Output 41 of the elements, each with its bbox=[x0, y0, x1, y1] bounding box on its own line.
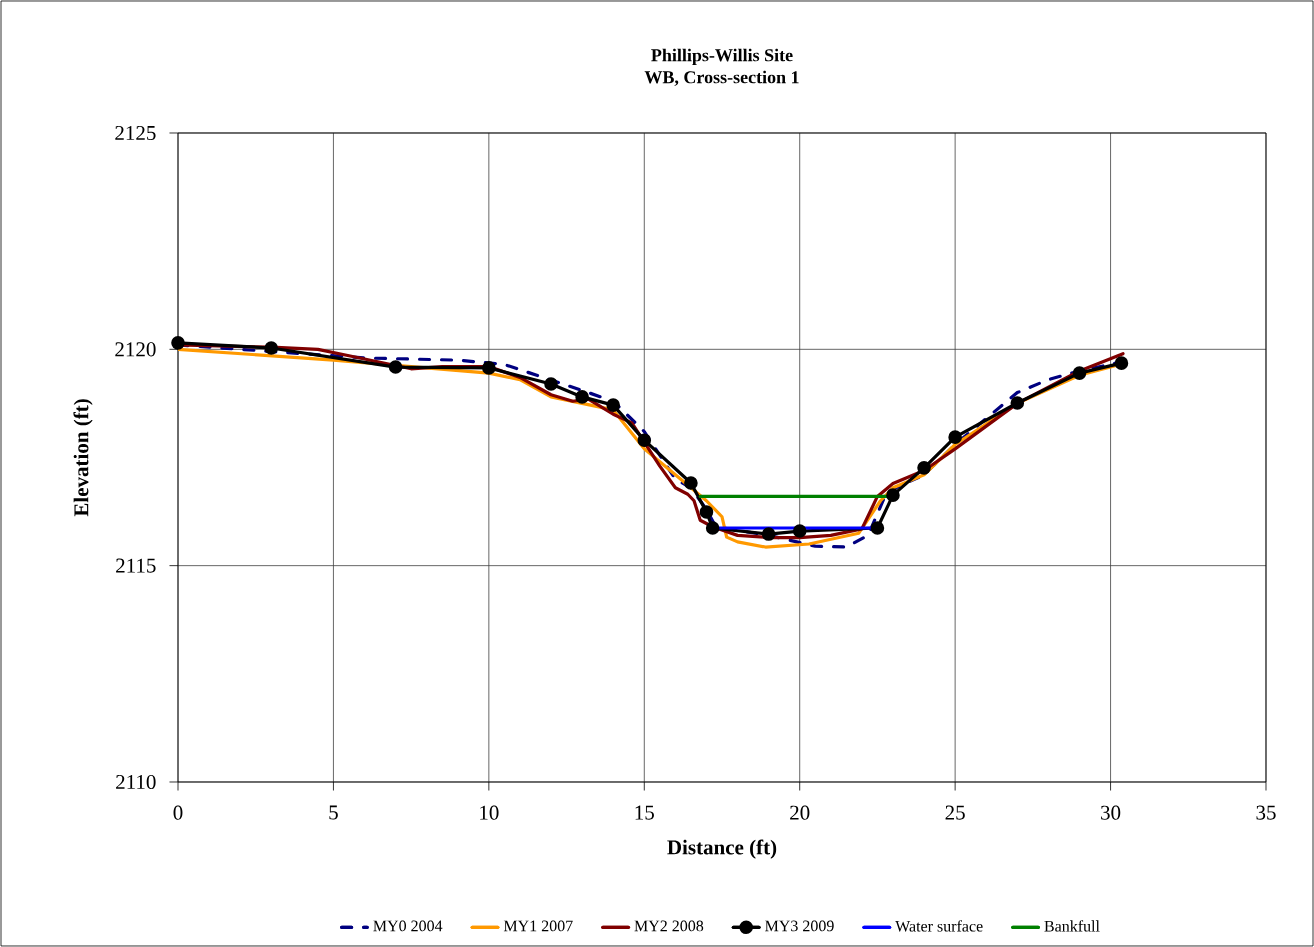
x-tick-label: 20 bbox=[790, 805, 810, 820]
x-tick-label: 5 bbox=[329, 805, 338, 820]
point bbox=[705, 521, 720, 535]
y-tick-label: 2120 bbox=[115, 342, 156, 357]
y-tick-label: 2110 bbox=[116, 774, 156, 790]
point bbox=[575, 390, 589, 404]
point bbox=[606, 398, 620, 412]
legend-label: Water surface bbox=[895, 920, 983, 932]
point bbox=[870, 521, 885, 535]
point bbox=[948, 430, 962, 444]
point bbox=[171, 336, 185, 350]
point bbox=[482, 361, 496, 375]
y-tick-label: 2115 bbox=[116, 558, 156, 573]
legend-label: MY3 2009 bbox=[765, 920, 834, 932]
point bbox=[1072, 366, 1087, 380]
point bbox=[699, 505, 714, 519]
point bbox=[388, 360, 403, 374]
x-tick-label: 0 bbox=[173, 805, 183, 820]
point bbox=[1010, 396, 1025, 410]
legend-label: MY0 2004 bbox=[373, 920, 443, 932]
legend-label: MY2 2008 bbox=[634, 920, 704, 932]
point bbox=[264, 341, 279, 355]
x-axis-title: Distance (ft) bbox=[667, 839, 777, 859]
point bbox=[1114, 356, 1129, 370]
point bbox=[761, 527, 776, 541]
legend-label: Bankfull bbox=[1044, 920, 1100, 932]
x-tick-label: 35 bbox=[1256, 805, 1276, 820]
point bbox=[684, 476, 698, 490]
point bbox=[886, 488, 900, 502]
point bbox=[544, 377, 558, 391]
x-tick-label: 15 bbox=[635, 805, 654, 820]
point bbox=[792, 524, 807, 538]
x-tick-label: 10 bbox=[480, 805, 499, 820]
legend-label: MY1 2007 bbox=[503, 920, 573, 932]
x-tick-label: 25 bbox=[945, 805, 965, 820]
x-tick-label: 30 bbox=[1101, 805, 1121, 820]
point bbox=[917, 461, 931, 475]
y-axis-title: Elevation (ft) bbox=[73, 399, 93, 517]
point bbox=[637, 433, 652, 447]
y-tick-label: 2125 bbox=[115, 125, 156, 141]
chart-title: Phillips-Willis Site WB, Cross-section 1 bbox=[644, 48, 799, 86]
